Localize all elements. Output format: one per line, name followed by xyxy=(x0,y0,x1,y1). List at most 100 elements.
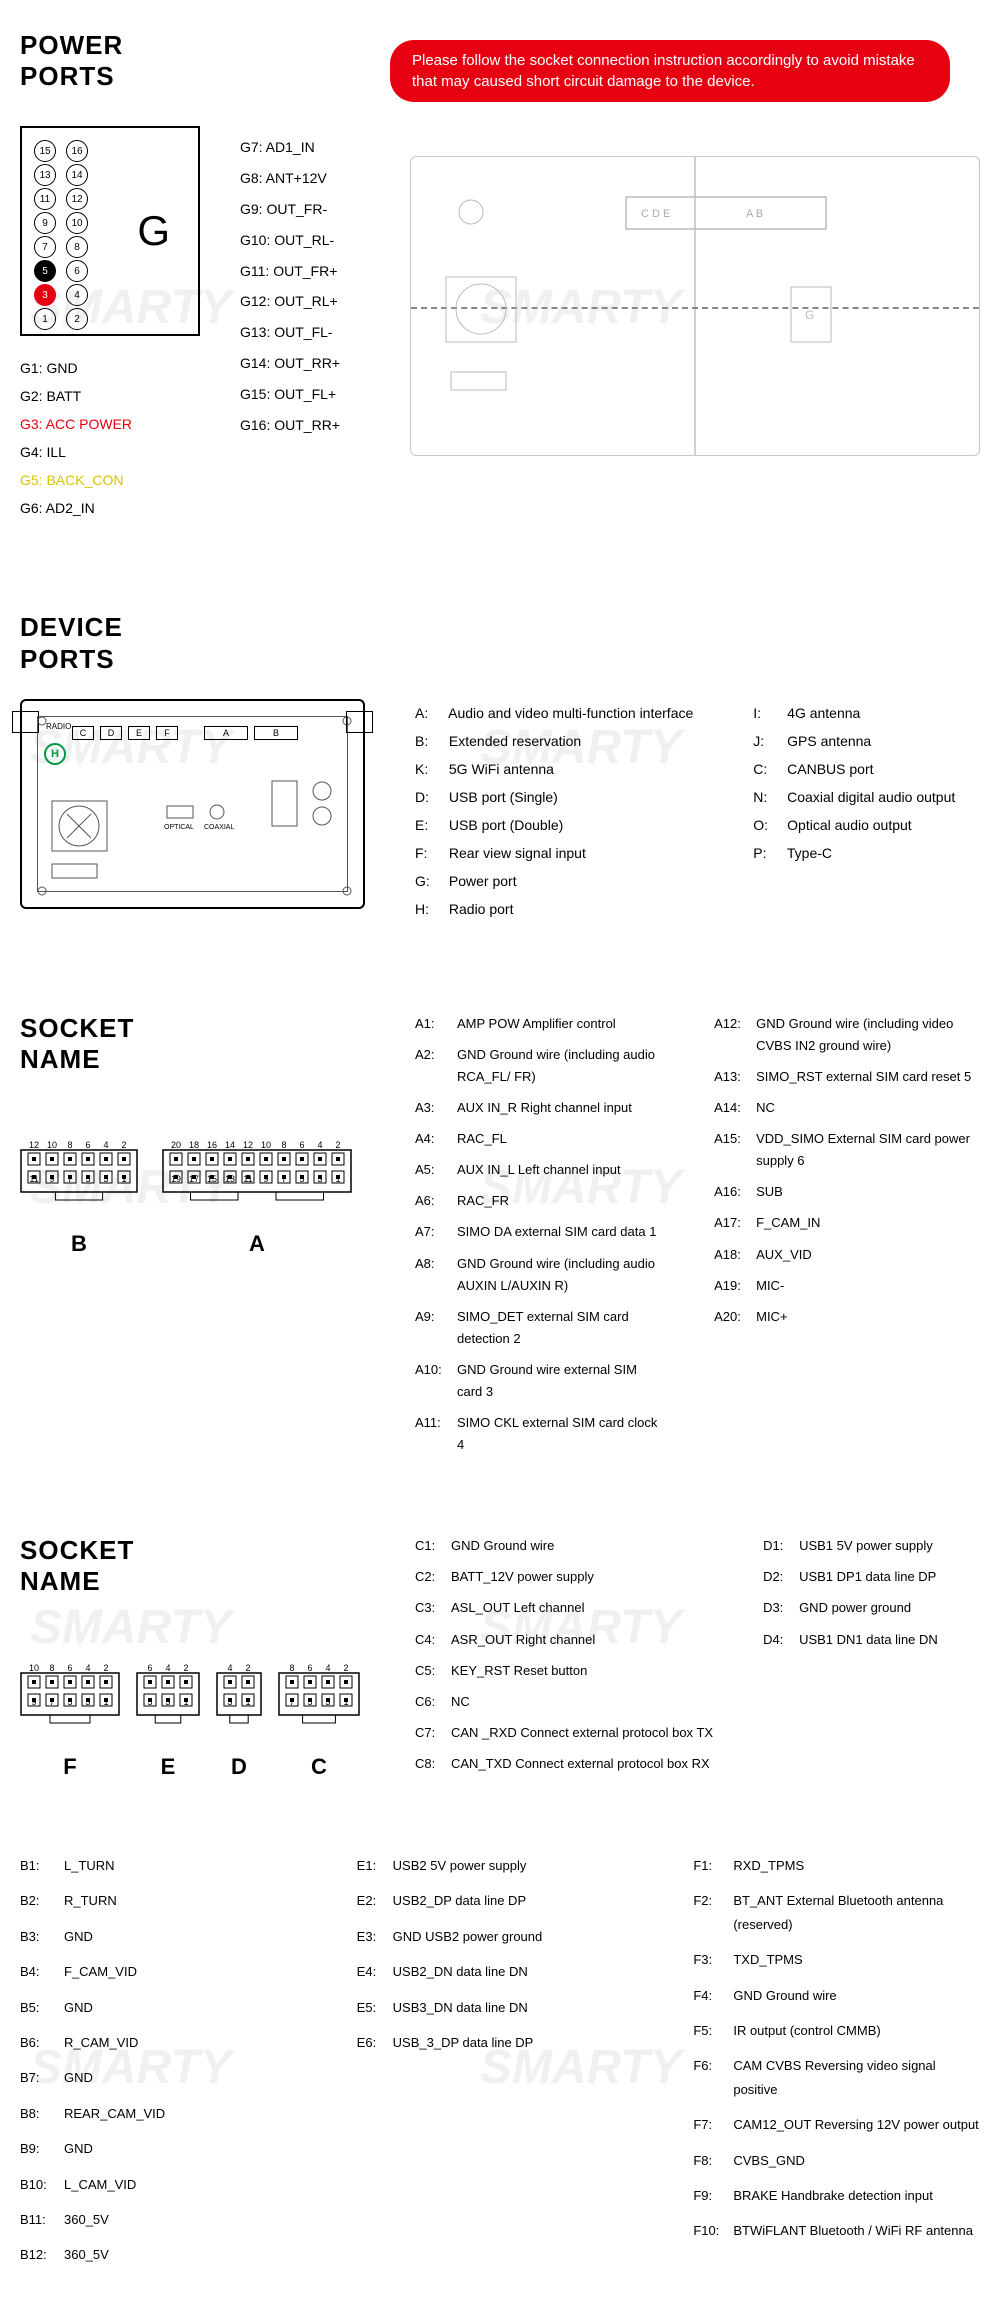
connector-g-label: G xyxy=(137,207,170,255)
svg-text:4: 4 xyxy=(85,1663,90,1673)
pin-def: A13:SIMO_RST external SIM card reset 5 xyxy=(714,1066,980,1088)
socket-b-pins: B1:L_TURNB2:R_TURNB3:GNDB4:F_CAM_VIDB5:G… xyxy=(20,1854,307,2279)
svg-text:6: 6 xyxy=(307,1663,312,1673)
device-section: CDEFAB H RADIO OPTICAL COAXIAL xyxy=(20,699,980,923)
pin-def: D4:USB1 DN1 data line DN xyxy=(763,1629,938,1651)
pin-def: G1: GND xyxy=(20,354,200,382)
pin-def: F5:IR output (control CMMB) xyxy=(693,2019,980,2042)
pin-def: C7:CAN _RXD Connect external protocol bo… xyxy=(415,1722,713,1744)
socket-a-pins-1: A1:AMP POW Amplifier controlA2:GND Groun… xyxy=(415,1013,664,1466)
pin-def: G6: AD2_IN xyxy=(20,494,200,522)
svg-text:A B: A B xyxy=(746,208,763,220)
svg-text:1: 1 xyxy=(343,1697,348,1707)
svg-text:17: 17 xyxy=(189,1174,199,1184)
g-pins-left: G1: GNDG2: BATTG3: ACC POWERG4: ILLG5: B… xyxy=(20,354,200,522)
svg-text:20: 20 xyxy=(171,1140,181,1150)
pin-8: 8 xyxy=(66,236,88,258)
pin-9: 9 xyxy=(34,212,56,234)
pin-def: A19:MIC- xyxy=(714,1275,980,1297)
port-def: I: 4G antenna xyxy=(753,699,955,727)
socket-f-pins: F1:RXD_TPMSF2:BT_ANT External Bluetooth … xyxy=(693,1854,980,2279)
svg-text:4: 4 xyxy=(317,1140,322,1150)
pin-def: D2:USB1 DP1 data line DP xyxy=(763,1566,938,1588)
pin-def: A18:AUX_VID xyxy=(714,1244,980,1266)
socket-fedc-section: SOCKET NAME 10864297531F642531E4231D8642… xyxy=(20,1535,980,1784)
device-back-outline: C D E A B G xyxy=(410,156,980,456)
socket-d-pins: D1:USB1 5V power supply D2:USB1 DP1 data … xyxy=(763,1535,938,1784)
pin-16: 16 xyxy=(66,140,88,162)
svg-text:1: 1 xyxy=(183,1697,188,1707)
svg-text:5: 5 xyxy=(147,1697,152,1707)
pin-def: E6:USB_3_DP data line DP xyxy=(357,2031,644,2054)
pin-def: B10:L_CAM_VID xyxy=(20,2173,307,2196)
pin-def: B5:GND xyxy=(20,1996,307,2019)
pin-def: A8:GND Ground wire (including audio AUXI… xyxy=(415,1253,664,1297)
device-slot: F xyxy=(156,726,178,740)
pin-15: 15 xyxy=(34,140,56,162)
pin-def: F10:BTWiFLANT Bluetooth / WiFi RF antenn… xyxy=(693,2219,980,2242)
pin-def: B11:360_5V xyxy=(20,2208,307,2231)
bottom-pins-section: B1:L_TURNB2:R_TURNB3:GNDB4:F_CAM_VIDB5:G… xyxy=(20,1854,980,2279)
svg-text:8: 8 xyxy=(67,1140,72,1150)
svg-text:6: 6 xyxy=(85,1140,90,1150)
svg-text:9: 9 xyxy=(31,1697,36,1707)
svg-text:19: 19 xyxy=(171,1174,181,1184)
svg-text:5: 5 xyxy=(299,1174,304,1184)
svg-text:7: 7 xyxy=(281,1174,286,1184)
svg-text:2: 2 xyxy=(103,1663,108,1673)
pin-def: B4:F_CAM_VID xyxy=(20,1960,307,1983)
svg-text:3: 3 xyxy=(227,1697,232,1707)
socket-e-diagram: 642531E xyxy=(136,1662,200,1780)
svg-text:6: 6 xyxy=(147,1663,152,1673)
pin-def: D3:GND power ground xyxy=(763,1597,938,1619)
svg-text:18: 18 xyxy=(189,1140,199,1150)
pin-def: G7: AD1_IN xyxy=(240,132,370,163)
svg-text:8: 8 xyxy=(49,1663,54,1673)
svg-text:12: 12 xyxy=(243,1140,253,1150)
svg-text:2: 2 xyxy=(335,1140,340,1150)
socket-title-2: SOCKET NAME xyxy=(20,1535,365,1597)
svg-text:7: 7 xyxy=(67,1174,72,1184)
device-ports-list-1: A: Audio and video multi-function interf… xyxy=(415,699,693,923)
pin-def: G11: OUT_FR+ xyxy=(240,256,370,287)
pin-def: B3:GND xyxy=(20,1925,307,1948)
svg-text:4: 4 xyxy=(227,1663,232,1673)
pin-def: A7:SIMO DA external SIM card data 1 xyxy=(415,1221,664,1243)
pin-def: E2:USB2_DP data line DP xyxy=(357,1889,644,1912)
pin-def: G8: ANT+12V xyxy=(240,163,370,194)
pin-def: G10: OUT_RL- xyxy=(240,225,370,256)
pin-def: B8:REAR_CAM_VID xyxy=(20,2102,307,2125)
pin-7: 7 xyxy=(34,236,56,258)
svg-text:10: 10 xyxy=(29,1663,39,1673)
svg-text:2: 2 xyxy=(245,1663,250,1673)
socket-a-label: A xyxy=(162,1231,352,1257)
svg-text:15: 15 xyxy=(207,1174,217,1184)
pin-def: C3:ASL_OUT Left channel xyxy=(415,1597,713,1619)
port-def: H: Radio port xyxy=(415,895,693,923)
pin-def: A17:F_CAM_IN xyxy=(714,1212,980,1234)
pin-def: A4:RAC_FL xyxy=(415,1128,664,1150)
port-def: N: Coaxial digital audio output xyxy=(753,783,955,811)
pin-4: 4 xyxy=(66,284,88,306)
pin-def: A11:SIMO CKL external SIM card clock 4 xyxy=(415,1412,664,1456)
device-slot: C xyxy=(72,726,94,740)
svg-text:3: 3 xyxy=(165,1697,170,1707)
pin-1: 1 xyxy=(34,308,56,330)
radio-port-icon: H xyxy=(44,743,66,765)
pin-def: F7:CAM12_OUT Reversing 12V power output xyxy=(693,2113,980,2136)
svg-text:9: 9 xyxy=(263,1174,268,1184)
svg-text:4: 4 xyxy=(103,1140,108,1150)
svg-text:12: 12 xyxy=(29,1140,39,1150)
socket-a-diagram: 2018161412108642191715131197531 A xyxy=(162,1139,352,1257)
pin-def: G15: OUT_FL+ xyxy=(240,379,370,410)
pin-def: A14:NC xyxy=(714,1097,980,1119)
pin-def: D1:USB1 5V power supply xyxy=(763,1535,938,1557)
device-slot: B xyxy=(254,726,298,740)
socket-c-diagram: 86427531C xyxy=(278,1662,360,1780)
pin-def: C4:ASR_OUT Right channel xyxy=(415,1629,713,1651)
device-ports-list-2: I: 4G antennaJ: GPS antennaC: CANBUS por… xyxy=(753,699,955,923)
svg-text:1: 1 xyxy=(335,1174,340,1184)
svg-text:10: 10 xyxy=(47,1140,57,1150)
svg-text:4: 4 xyxy=(325,1663,330,1673)
pin-def: G13: OUT_FL- xyxy=(240,317,370,348)
